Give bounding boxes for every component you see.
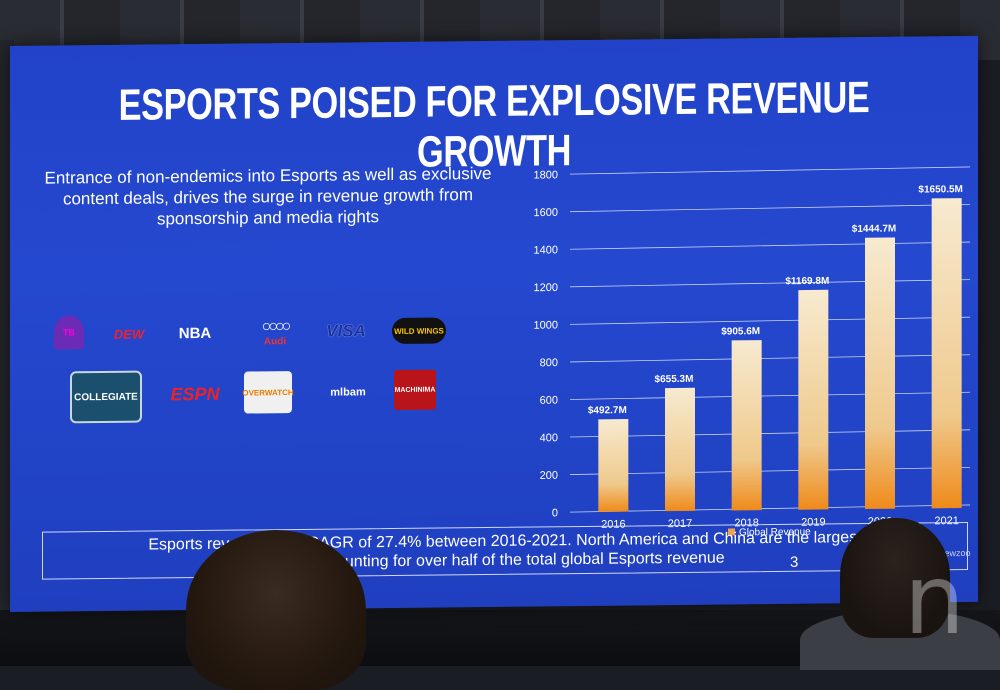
- y-tick-label: 1600: [534, 207, 558, 219]
- data-label-2016: $492.7M: [588, 405, 627, 416]
- gridline: [569, 241, 971, 250]
- visa-logo: VISA: [326, 321, 366, 341]
- gridline: [569, 466, 971, 475]
- bar-2016: [598, 419, 629, 512]
- gridline: [569, 504, 971, 513]
- bar-2017: [665, 387, 695, 512]
- audi-wordmark: Audi: [263, 335, 287, 347]
- mlbam-logo: mlbam: [330, 386, 366, 399]
- revenue-bar-chart: 0 200 400 600 800 1000 1200 1400 1600 1800 $492.7…: [534, 166, 971, 539]
- projection-screen: ESPORTS POISED FOR EXPLOSIVE REVENUE GRO…: [10, 35, 978, 613]
- audience-head-left: [186, 530, 366, 690]
- y-tick-label: 400: [540, 432, 558, 444]
- y-tick-label: 1400: [534, 244, 558, 256]
- page-number: 3: [790, 553, 799, 571]
- y-tick-label: 1000: [534, 319, 558, 331]
- slide-subtitle: Entrance of non-endemics into Esports as…: [44, 163, 492, 229]
- y-tick-label: 800: [540, 357, 558, 369]
- overwatch-logo: OVERWATCH: [242, 371, 294, 414]
- data-label-2018: $905.6M: [721, 326, 760, 337]
- chart-legend: Global Revenue: [728, 527, 811, 539]
- gridline: [569, 166, 971, 175]
- y-tick-label: 200: [540, 470, 558, 482]
- mountain-dew-logo: DEW: [113, 326, 145, 342]
- data-label-2021: $1650.5M: [918, 184, 962, 195]
- espn-logo: ESPN: [170, 383, 220, 404]
- x-tick-label: 2021: [934, 515, 958, 527]
- gridline: [569, 354, 971, 363]
- bar-2018: [731, 340, 762, 511]
- legend-swatch: [728, 528, 735, 536]
- data-label-2017: $655.3M: [655, 374, 694, 385]
- legend-label: Global Revenue: [739, 527, 811, 539]
- gridline: [569, 429, 971, 438]
- y-tick-label: 600: [540, 395, 558, 407]
- machinima-logo: MACHINIMA: [394, 369, 436, 410]
- buffalo-wild-wings-logo: WILD WINGS: [392, 317, 446, 344]
- bar-2019: [798, 289, 829, 510]
- gridline: [569, 204, 971, 213]
- y-tick-label: 0: [552, 507, 558, 519]
- x-tick-label: 2016: [601, 519, 625, 531]
- audience-head-right: [840, 518, 950, 638]
- gridline: [569, 279, 971, 288]
- audi-logo: ○○○○ Audi: [248, 315, 302, 350]
- x-tick-label: 2017: [668, 518, 692, 530]
- data-label-2020: $1444.7M: [852, 223, 896, 234]
- summary-box: Esports revenue w t a CAGR of 27.4% betw…: [42, 521, 968, 580]
- x-tick-label: 2018: [734, 517, 758, 529]
- y-tick-label: 1200: [534, 282, 558, 294]
- taco-bell-logo: TB: [54, 315, 84, 350]
- bar-2020: [865, 237, 895, 510]
- gridline: [569, 316, 971, 325]
- nba-logo: NBA: [178, 324, 212, 342]
- gridline: [569, 391, 971, 400]
- audi-rings: ○○○○: [261, 317, 289, 335]
- bar-2021: [931, 198, 962, 509]
- x-tick-label: 2019: [801, 516, 825, 528]
- data-label-2019: $1169.8M: [785, 276, 829, 287]
- collegiate-logo: COLLEGIATE: [70, 370, 142, 424]
- watermark: n: [904, 544, 965, 656]
- y-tick-label: 1800: [534, 169, 558, 181]
